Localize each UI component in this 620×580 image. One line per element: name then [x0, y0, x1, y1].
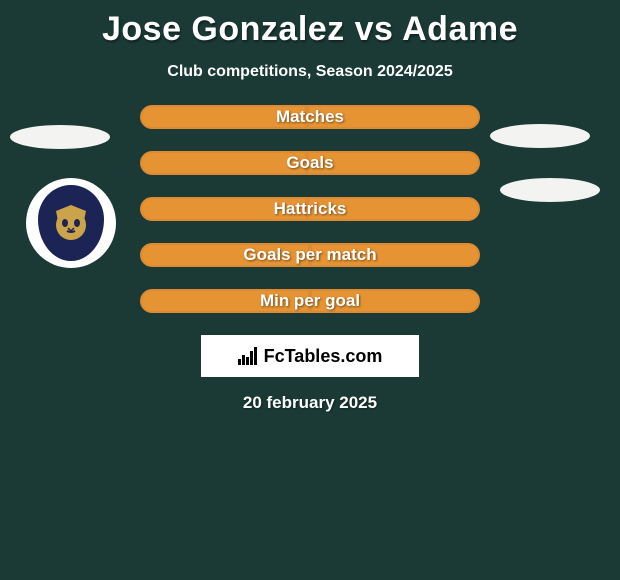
- brand-box: FcTables.com: [201, 335, 419, 377]
- brand-text: FcTables.com: [264, 346, 383, 367]
- stat-row: 0Goals: [0, 151, 620, 175]
- page-subtitle: Club competitions, Season 2024/2025: [0, 63, 620, 81]
- stat-label: Matches: [276, 107, 344, 127]
- stat-row: Min per goal: [0, 289, 620, 313]
- right-player-placeholder-1-icon: [490, 124, 590, 148]
- left-player-placeholder-icon: [10, 125, 110, 149]
- stat-label: Goals: [286, 153, 333, 173]
- date-text: 20 february 2025: [0, 393, 620, 413]
- left-club-badge-icon: [26, 178, 116, 268]
- page-title: Jose Gonzalez vs Adame: [0, 0, 620, 49]
- brand-label: FcTables.com: [238, 346, 383, 367]
- bars-icon: [238, 347, 258, 365]
- stat-bar-left: [140, 151, 307, 175]
- right-player-placeholder-2-icon: [500, 178, 600, 202]
- stat-label: Min per goal: [260, 291, 360, 311]
- stat-label: Hattricks: [274, 199, 347, 219]
- stat-label: Goals per match: [243, 245, 376, 265]
